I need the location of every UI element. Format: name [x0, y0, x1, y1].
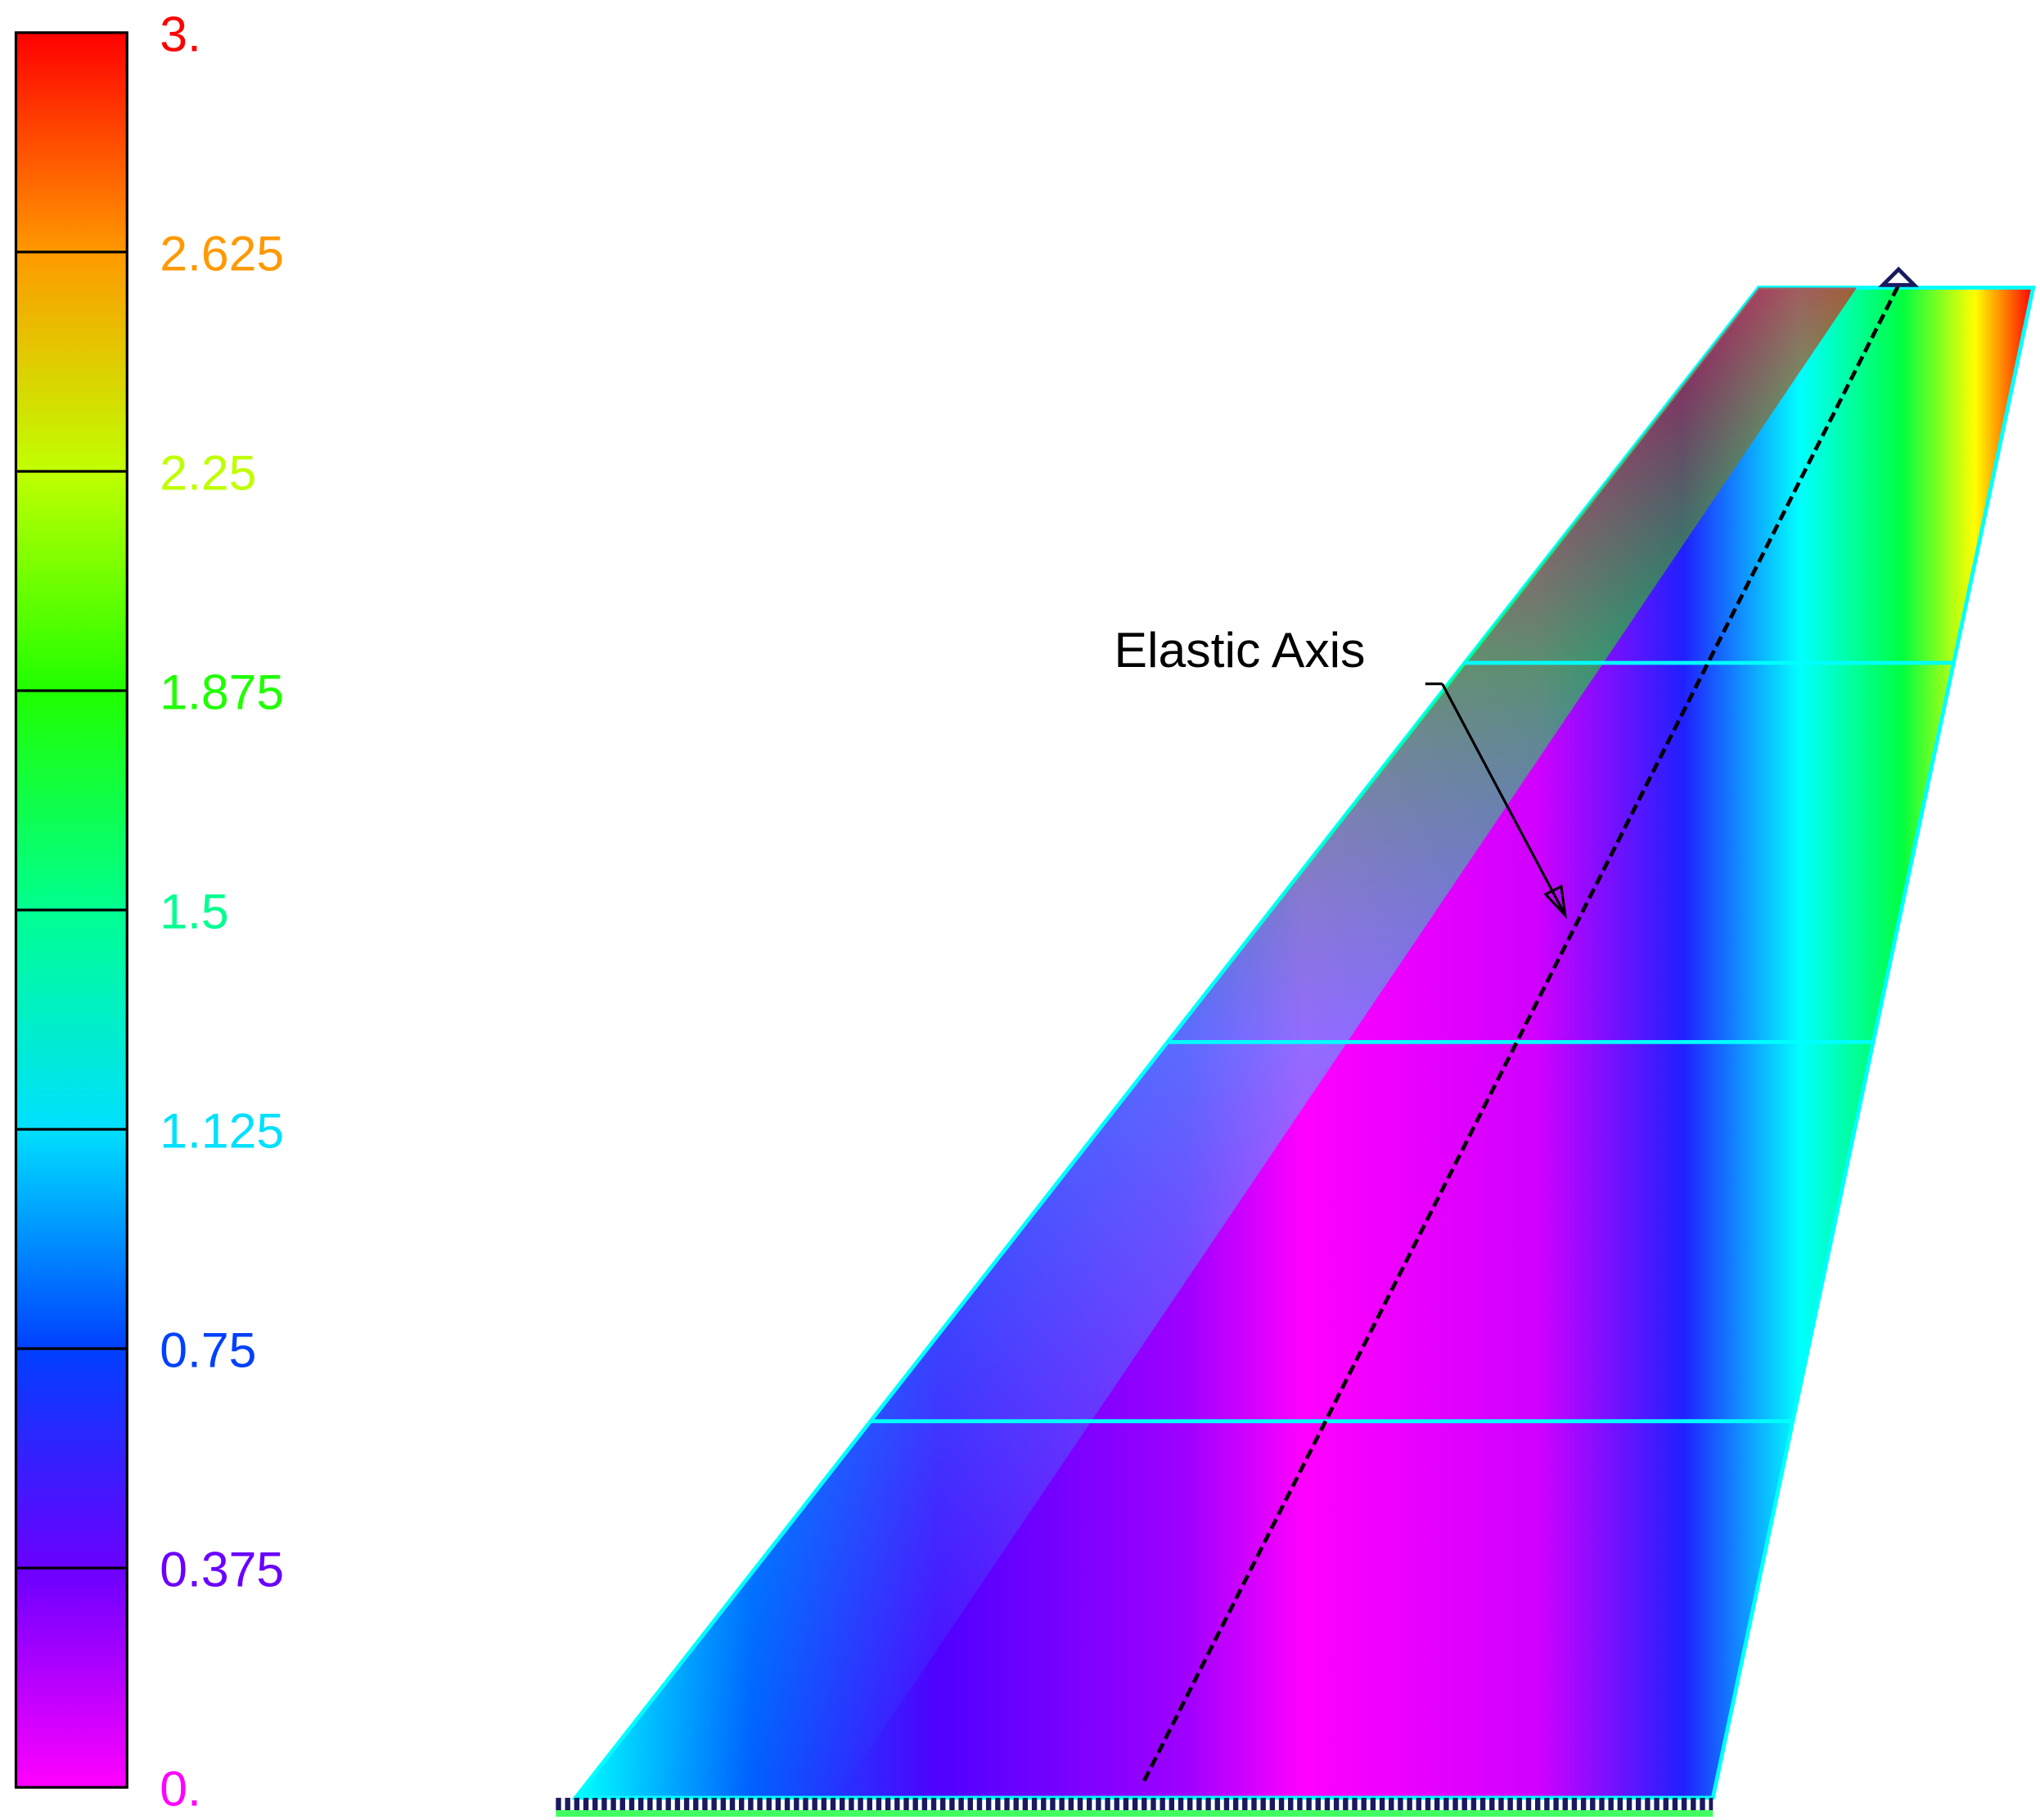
colorbar-tick-label: 0.	[160, 1760, 201, 1816]
colorbar-tick-label: 1.5	[160, 883, 228, 939]
colorbar-tick-label: 2.25	[160, 444, 256, 500]
elastic-axis	[1142, 284, 1901, 1782]
annotation-arrow	[1543, 884, 1568, 920]
colorbar-tick-label: 0.375	[160, 1541, 284, 1597]
tip-marker	[1878, 266, 1920, 287]
colorbar-tick-label: 1.875	[160, 664, 284, 719]
wing-contour: Elastic Axis	[556, 266, 2036, 1818]
colorbar-tick-label: 3.	[160, 6, 201, 61]
colorbar-tick-label: 1.125	[160, 1102, 284, 1158]
annotation: Elastic Axis	[1115, 622, 1366, 678]
colorbar-tick-label: 2.625	[160, 225, 284, 281]
annotation-leader	[1441, 682, 1567, 917]
colorbar-tick-label: 0.75	[160, 1322, 256, 1377]
